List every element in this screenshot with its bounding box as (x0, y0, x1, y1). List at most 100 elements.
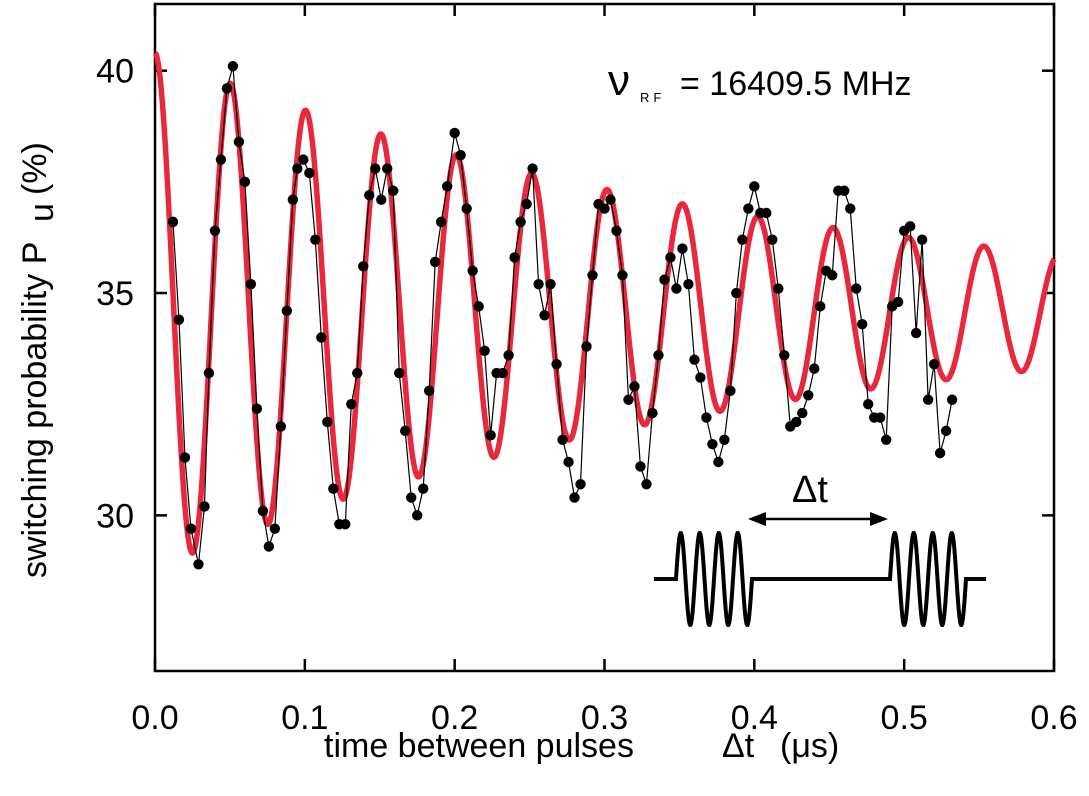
y-axis-title-main: switching probability P (16, 242, 54, 578)
data-point (713, 456, 724, 468)
data-point (904, 221, 916, 232)
data-point (376, 194, 387, 205)
data-point (461, 203, 472, 214)
data-point (251, 403, 263, 414)
data-point (773, 283, 784, 294)
data-point (173, 314, 185, 325)
data-point (928, 358, 940, 370)
data-point (497, 367, 508, 379)
x-tick-label: 0.4 (731, 699, 778, 737)
data-point (479, 345, 490, 357)
data-point (707, 439, 718, 450)
data-point (647, 407, 658, 419)
data-point (269, 523, 281, 534)
data-point (485, 430, 496, 441)
data-point (719, 434, 730, 445)
data-point (441, 181, 453, 192)
data-point (665, 252, 676, 263)
data-point (412, 510, 423, 521)
data-point (575, 479, 586, 490)
data-point (743, 203, 754, 214)
data-point (551, 358, 562, 370)
frequency-text: = 16409.5 MHz (680, 65, 912, 103)
data-point (281, 305, 293, 317)
data-point (429, 256, 441, 268)
data-point (791, 416, 802, 428)
data-point (400, 425, 411, 437)
data-point (641, 479, 652, 490)
data-point (199, 501, 210, 512)
data-point (292, 163, 303, 174)
data-point (863, 399, 874, 410)
frequency-annotation: ν RF = 16409.5 MHz (608, 56, 912, 105)
data-point (352, 367, 363, 379)
data-point (263, 541, 275, 552)
data-point (563, 456, 574, 468)
nu-symbol: ν (608, 56, 630, 105)
data-point (629, 381, 640, 392)
data-point (623, 394, 634, 405)
data-point (874, 412, 886, 423)
data-point (209, 225, 221, 236)
x-axis-title-unit: (μs) (780, 727, 839, 765)
y-tick-label: 30 (96, 497, 134, 535)
y-tick-label: 35 (96, 275, 134, 313)
data-points (167, 61, 958, 570)
data-point (423, 385, 435, 397)
data-point (797, 407, 808, 419)
data-point (749, 181, 760, 192)
x-tick-label: 0.3 (581, 699, 628, 737)
data-point (557, 434, 568, 445)
data-point (316, 332, 327, 343)
data-point (767, 234, 778, 245)
data-point (635, 461, 646, 472)
data-point (587, 270, 598, 281)
data-point (239, 176, 251, 188)
data-point (611, 225, 622, 236)
data-point (815, 301, 826, 312)
data-point (515, 216, 526, 228)
data-point (910, 327, 922, 339)
data-point (322, 416, 333, 428)
data-point (227, 61, 239, 72)
fit-curve (152, 50, 1057, 556)
arrowhead-left-icon (748, 512, 766, 526)
data-point (370, 163, 381, 174)
inset-delta-t-label: Δt (792, 469, 828, 511)
data-point (677, 243, 688, 254)
data-point (880, 434, 892, 445)
data-point (455, 149, 466, 161)
data-point (358, 261, 369, 272)
data-point (827, 270, 838, 281)
x-tick-label: 0.2 (431, 699, 478, 737)
data-point (695, 372, 706, 383)
data-point (310, 234, 321, 245)
y-axis-title-unit: (%) (16, 142, 54, 195)
data-point (275, 421, 287, 432)
data-point (892, 296, 904, 308)
data-point (527, 163, 538, 174)
data-point (394, 367, 405, 379)
data-point (509, 252, 520, 263)
y-axis-title: switching probability P u (%) (16, 142, 61, 578)
data-point (581, 341, 592, 352)
data-point (545, 278, 556, 290)
data-point (857, 318, 868, 330)
data-point (418, 483, 429, 494)
arrowhead-right-icon (870, 512, 888, 526)
data-point (605, 194, 616, 205)
data-point (809, 363, 820, 374)
data-point (779, 350, 790, 361)
data-point (298, 154, 309, 165)
data-point (533, 278, 544, 290)
nu-subscript: RF (640, 90, 665, 105)
data-point (539, 310, 550, 321)
data-point (340, 519, 351, 530)
data-point (701, 412, 712, 423)
data-point (916, 234, 928, 245)
data-point (245, 278, 257, 290)
data-point (569, 492, 580, 503)
data-point (287, 194, 299, 205)
x-axis-title-main: time between pulses (324, 727, 634, 765)
